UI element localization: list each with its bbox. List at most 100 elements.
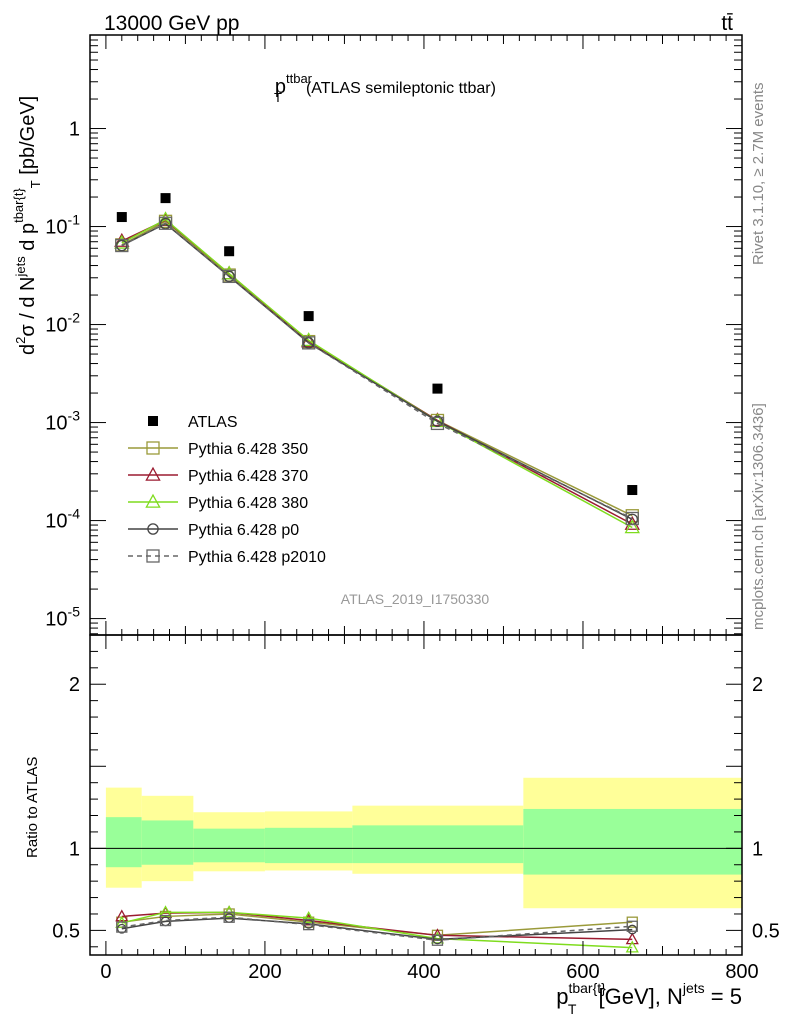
legend-marker bbox=[148, 416, 158, 426]
rivet-version-label: Rivet 3.1.10, ≥ 2.7M events bbox=[750, 83, 767, 266]
legend-label: Pythia 6.428 p0 bbox=[188, 522, 299, 539]
legend-item: Pythia 6.428 380 bbox=[128, 493, 308, 512]
ratio-point bbox=[116, 921, 128, 933]
data-point bbox=[223, 270, 235, 283]
legend-marker bbox=[147, 523, 159, 535]
ratio-point bbox=[627, 924, 638, 935]
band-inner bbox=[352, 825, 524, 864]
y-tick-label: 10-1 bbox=[45, 212, 80, 239]
x-tick-label: 400 bbox=[407, 961, 440, 983]
y-tick-label: 10-4 bbox=[45, 506, 80, 533]
energy-label: 13000 GeV pp bbox=[104, 12, 239, 35]
mcplots-reference-label: mcplots.cern.ch [arXiv:1306.3436] bbox=[750, 403, 767, 630]
series-pythia-6-428-p2010 bbox=[115, 216, 639, 526]
data-point bbox=[158, 216, 173, 230]
series-line bbox=[121, 222, 633, 520]
ratio-series-pythia-6-428-p2010 bbox=[116, 911, 638, 946]
legend-label: Pythia 6.428 350 bbox=[188, 441, 308, 458]
data-point bbox=[432, 383, 443, 394]
data-point bbox=[302, 337, 315, 349]
legend-marker bbox=[146, 441, 160, 455]
data-point bbox=[222, 269, 236, 284]
data-point bbox=[224, 246, 235, 257]
legend-item: Pythia 6.428 350 bbox=[128, 441, 308, 458]
ratio-point bbox=[302, 910, 316, 923]
ratio-series-pythia-6-428-350 bbox=[116, 908, 638, 941]
axes-group: 0 200 400 600 800 1 10-1 10-2 10-3 10-4 10-5 0.5 0.5… bbox=[45, 34, 780, 983]
data-point bbox=[114, 232, 130, 247]
ratio-y-axis-label: Ratio to ATLAS bbox=[24, 757, 41, 858]
ratio-line bbox=[121, 913, 633, 937]
x-tick-label: 800 bbox=[725, 961, 758, 983]
x-tick-label: 600 bbox=[566, 961, 599, 983]
legend-item: ATLAS bbox=[148, 414, 238, 431]
data-point bbox=[625, 511, 639, 526]
ratio-point bbox=[303, 918, 315, 931]
ratio-y-tick-label-right: 2 bbox=[752, 674, 763, 696]
ratio-y-tick-label-right: 1 bbox=[752, 838, 763, 860]
data-point bbox=[160, 193, 171, 204]
ratio-point bbox=[625, 940, 639, 953]
y-tick-label: 1 bbox=[69, 119, 80, 141]
ratio-y-tick-label: 2 bbox=[69, 674, 80, 696]
x-axis-label: ptbar{t} T [GeV], Njets = 5 bbox=[556, 980, 742, 1017]
data-point bbox=[627, 485, 638, 496]
x-tick-label: 0 bbox=[100, 961, 111, 983]
x-tick-label: 200 bbox=[248, 961, 281, 983]
ratio-point bbox=[223, 911, 235, 923]
legend-label: Pythia 6.428 380 bbox=[188, 495, 308, 512]
legend-marker bbox=[146, 549, 160, 563]
legend-item: Pythia 6.428 p2010 bbox=[128, 549, 326, 566]
ratio-line bbox=[121, 911, 633, 941]
ratio-point bbox=[431, 934, 444, 946]
ratio-y-tick-label: 1 bbox=[69, 838, 80, 860]
title-rest: (ATLAS semileptonic ttbar) bbox=[306, 80, 496, 97]
legend-label: ATLAS bbox=[188, 414, 238, 431]
y-tick-label: 10-3 bbox=[45, 408, 80, 435]
y-tick-label: 10-5 bbox=[45, 604, 80, 631]
legend: ATLAS Pythia 6.428 350 Pythia 6.428 370 Pyt… bbox=[128, 414, 326, 566]
data-point bbox=[303, 311, 314, 322]
ratio-point bbox=[625, 932, 639, 945]
title-subscript: T bbox=[274, 90, 282, 105]
title-main: p bbox=[275, 76, 286, 98]
legend-label: Pythia 6.428 p2010 bbox=[188, 549, 326, 566]
ratio-point bbox=[116, 923, 127, 934]
upper-y-axis-label: d2σ / d Njets d ptbar{t}T [pb/GeV] bbox=[11, 96, 43, 355]
data-point bbox=[302, 336, 316, 350]
data-point bbox=[431, 415, 444, 428]
upper-frame bbox=[89, 34, 743, 636]
ratio-uncertainty-bands bbox=[90, 777, 742, 909]
data-point bbox=[115, 238, 129, 253]
ratio-point bbox=[430, 931, 445, 944]
legend-marker bbox=[145, 493, 161, 508]
band-inner bbox=[141, 820, 194, 865]
chart-title: pttbar T (ATLAS semileptonic ttbar) bbox=[274, 71, 496, 105]
lower-frame bbox=[89, 634, 743, 956]
ratio-y-tick-label-right: 0.5 bbox=[752, 920, 780, 942]
ratio-point bbox=[159, 914, 172, 927]
y-tick-label: 10-2 bbox=[45, 310, 80, 337]
ratio-line bbox=[121, 916, 633, 941]
band-inner bbox=[105, 817, 142, 868]
process-label: tt̄ bbox=[721, 12, 733, 35]
analysis-id-label: ATLAS_2019_I1750330 bbox=[341, 591, 490, 607]
data-point bbox=[116, 212, 127, 223]
ratio-line bbox=[121, 911, 633, 949]
ratio-series-group bbox=[115, 905, 639, 953]
data-point bbox=[624, 519, 640, 534]
band-inner bbox=[523, 808, 742, 875]
legend-item: Pythia 6.428 p0 bbox=[128, 522, 299, 539]
legend-marker bbox=[145, 466, 161, 481]
ratio-point bbox=[222, 905, 236, 918]
ratio-y-tick-label: 0.5 bbox=[52, 920, 80, 942]
ratio-point bbox=[626, 920, 638, 932]
legend-item: Pythia 6.428 370 bbox=[128, 466, 308, 485]
title-superscript: ttbar bbox=[286, 71, 313, 86]
ratio-point bbox=[115, 909, 129, 922]
legend-label: Pythia 6.428 370 bbox=[188, 468, 308, 485]
data-point bbox=[430, 416, 445, 431]
data-point bbox=[116, 239, 128, 252]
series-atlas bbox=[116, 193, 638, 496]
